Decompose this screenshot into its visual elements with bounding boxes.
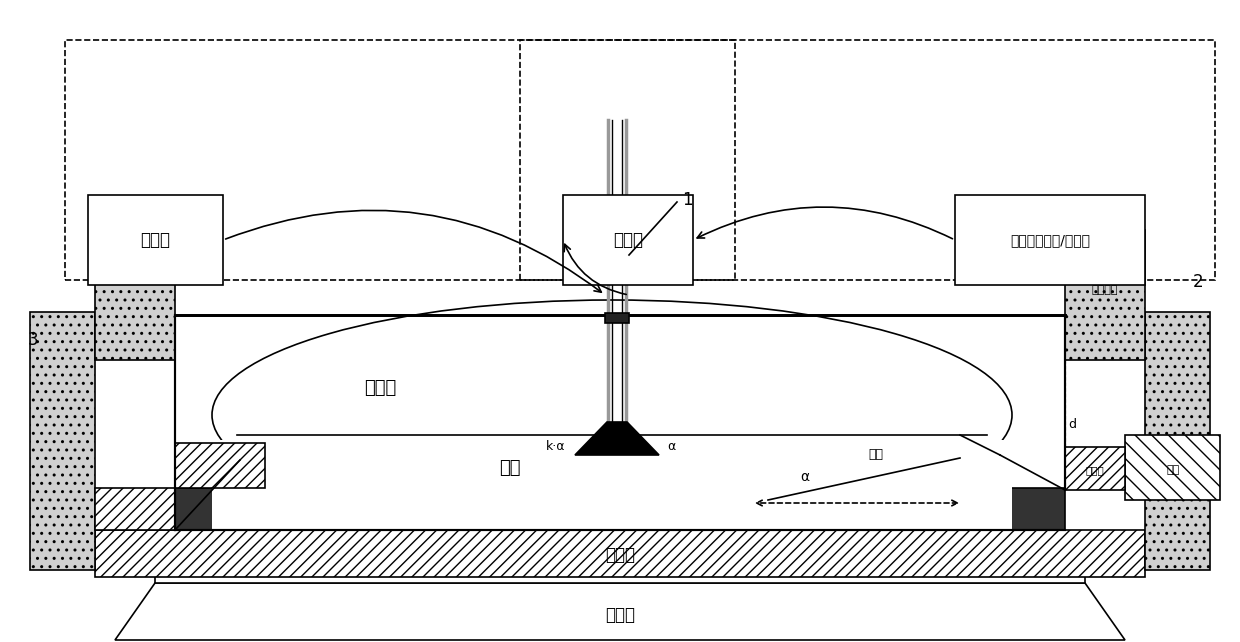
Bar [30, 312, 95, 570]
Text: 碳化硬砖: 碳化硬砖 [1091, 285, 1118, 295]
Bar [212, 440, 1012, 530]
Bar [176, 316, 1064, 529]
Bar [155, 540, 1085, 583]
Bar [520, 40, 1215, 280]
Text: 1: 1 [682, 191, 693, 209]
Text: k·α: k·α [546, 440, 565, 453]
Text: 铝液: 铝液 [500, 459, 521, 477]
Bar [88, 195, 223, 285]
Bar [95, 488, 175, 530]
Bar [95, 530, 1145, 577]
Text: α: α [667, 440, 676, 453]
Bar [95, 230, 175, 360]
Text: 保温砖: 保温砖 [605, 606, 635, 624]
Bar [1145, 312, 1210, 570]
Bar [605, 313, 629, 323]
Bar [1065, 447, 1125, 490]
Text: 浇注料: 浇注料 [1086, 465, 1105, 475]
Bar [175, 443, 265, 488]
Text: d: d [1068, 419, 1076, 431]
Bar [175, 488, 1065, 530]
FancyArrowPatch shape [564, 245, 626, 295]
Ellipse shape [212, 300, 1012, 530]
Bar [1065, 230, 1145, 360]
Text: 阴极钙棒: 阴极钙棒 [543, 505, 577, 519]
Text: 电解质: 电解质 [363, 379, 396, 397]
Text: 边砖: 边砖 [1167, 465, 1179, 475]
Text: 防渗料: 防渗料 [605, 546, 635, 564]
Text: α: α [800, 470, 810, 484]
Text: 扎糊: 扎糊 [868, 449, 883, 462]
Bar [563, 195, 693, 285]
Bar [64, 40, 735, 280]
Bar [955, 195, 1145, 285]
Text: 温度计: 温度计 [140, 231, 171, 249]
Bar [1125, 435, 1220, 500]
FancyArrowPatch shape [226, 211, 601, 292]
FancyArrowPatch shape [697, 207, 952, 239]
Polygon shape [115, 583, 1125, 640]
Text: 2: 2 [1193, 273, 1203, 291]
Text: 流量计: 流量计 [613, 231, 644, 249]
Polygon shape [575, 422, 658, 455]
Text: 鼓风机（氮气/空气）: 鼓风机（氮气/空气） [1011, 233, 1090, 247]
Text: 3: 3 [27, 331, 38, 349]
